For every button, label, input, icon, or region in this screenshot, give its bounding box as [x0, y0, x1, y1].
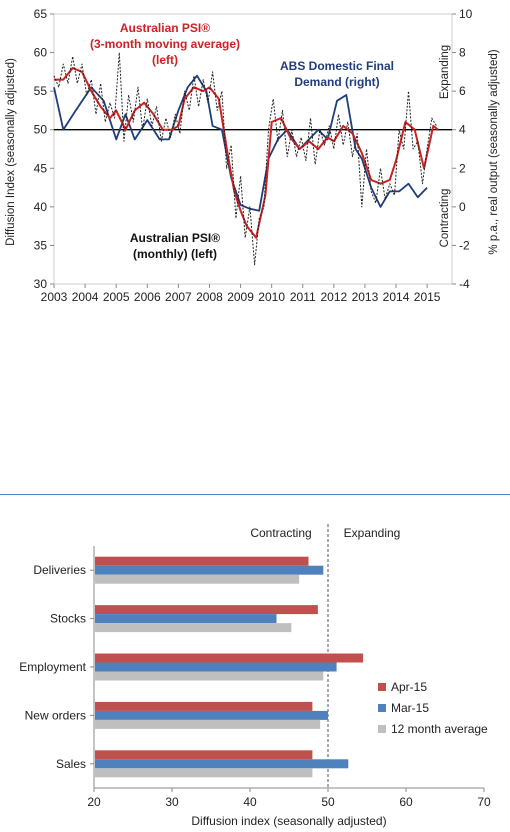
psi-monthly-annotation-line-1: Australian PSI® [130, 231, 220, 245]
x-tick-label: 2015 [414, 290, 441, 304]
x-tick-label: 2006 [134, 290, 161, 304]
x-tick-label: 2011 [290, 290, 316, 304]
legend-swatch [378, 704, 386, 712]
x-tick-label: 2004 [72, 290, 99, 304]
right-tick-label: 10 [459, 7, 473, 21]
right-tick-label: 4 [459, 123, 466, 137]
category-label: New orders [25, 708, 86, 722]
psi-monthly-annotation: Australian PSI® (monthly) (left) [130, 231, 220, 261]
bar-deliveries-mar-15 [95, 565, 324, 575]
category-label: Employment [19, 660, 86, 674]
right-tick-label: -4 [459, 277, 470, 291]
x-tick-label: 2014 [383, 290, 410, 304]
category-label: Deliveries [33, 563, 86, 577]
psi-ma-annotation-line-2: (3-month moving average) [90, 37, 240, 51]
abs-series-line [53, 74, 428, 212]
expanding-zone-label: Expanding [344, 526, 401, 540]
bar-employment-apr-15 [95, 653, 364, 663]
right-tick-label: 8 [459, 46, 466, 60]
left-axis-label: Diffusion Index (seasonally adjusted) [5, 58, 17, 246]
bar-employment-12-month-average [95, 671, 324, 681]
x-tick-label: 70 [477, 795, 491, 809]
bar-deliveries-12-month-average [95, 574, 300, 584]
left-tick-label: 60 [34, 46, 48, 60]
legend: Apr-15 Mar-15 12 month average [378, 680, 488, 736]
bar-sales-apr-15 [95, 750, 313, 760]
expanding-label: Expanding [439, 45, 451, 99]
x-tick-label: 2013 [352, 290, 379, 304]
section-divider [0, 494, 510, 495]
x-tick-label: 2003 [41, 290, 68, 304]
x-tick-label: 2007 [165, 290, 192, 304]
left-tick-label: 50 [34, 123, 48, 137]
bar-sales-12-month-average [95, 768, 313, 778]
x-tick-label: 2010 [258, 290, 285, 304]
x-axis-label: Diffusion index (seasonally adjusted) [191, 814, 386, 828]
left-tick-label: 65 [34, 7, 48, 21]
x-tick-label: 20 [87, 795, 101, 809]
left-tick-label: 40 [34, 200, 48, 214]
right-tick-label: 6 [459, 84, 466, 98]
contracting-label: Contracting [439, 189, 451, 248]
legend-label: 12 month average [391, 722, 488, 736]
x-tick-label: 60 [399, 795, 413, 809]
left-tick-label: 35 [34, 238, 48, 252]
x-tick-label: 30 [165, 795, 179, 809]
x-tick-label: 40 [243, 795, 257, 809]
legend-label: Apr-15 [391, 680, 427, 694]
category-label: Sales [56, 757, 86, 771]
abs-annotation-line-1: ABS Domestic Final [280, 59, 394, 73]
abs-annotation: ABS Domestic Final Demand (right) [280, 59, 394, 89]
bar-stocks-12-month-average [95, 623, 292, 633]
left-tick-label: 45 [34, 161, 48, 175]
right-tick-label: 0 [459, 200, 466, 214]
psi-monthly-series-line [53, 52, 437, 266]
psi-ma-annotation-line-1: Australian PSI® [120, 21, 210, 35]
psi-ma-series-line [54, 67, 439, 239]
legend-swatch [378, 725, 386, 733]
left-tick-label: 55 [34, 84, 48, 98]
psi-monthly-annotation-line-2: (monthly) (left) [133, 247, 217, 261]
left-tick-label: 30 [34, 277, 48, 291]
legend-label: Mar-15 [391, 701, 429, 715]
contracting-zone-label: Contracting [250, 526, 311, 540]
right-axis-label: % p.a., real output (seasonally adjusted… [488, 49, 500, 254]
x-tick-label: 50 [321, 795, 335, 809]
right-tick-label: 2 [459, 161, 466, 175]
category-label: Stocks [50, 612, 86, 626]
bar-stocks-mar-15 [95, 614, 277, 624]
bar-sales-mar-15 [95, 759, 349, 769]
x-tick-label: 2008 [196, 290, 223, 304]
psi-line-chart: 30 35 40 45 50 55 60 65 -4 -2 0 2 4 6 8 10 2003 2004 200… [5, 7, 500, 304]
bar-new-orders-apr-15 [95, 701, 313, 711]
psi-components-bar-chart: Deliveries Stocks Employment New orders Sale… [19, 524, 491, 828]
bar-stocks-apr-15 [95, 605, 318, 615]
x-tick-label: 2009 [227, 290, 254, 304]
bar-new-orders-mar-15 [95, 710, 328, 720]
x-tick-label: 2005 [103, 290, 130, 304]
psi-ma-annotation-line-3: (left) [152, 53, 178, 67]
plot-area-frame [53, 13, 453, 285]
bar-new-orders-12-month-average [95, 719, 321, 729]
abs-annotation-line-2: Demand (right) [294, 75, 379, 89]
bar-employment-mar-15 [95, 662, 337, 672]
right-tick-label: -2 [459, 238, 470, 252]
legend-swatch [378, 683, 386, 691]
bar-deliveries-apr-15 [95, 556, 309, 566]
x-tick-label: 2012 [320, 290, 347, 304]
psi-ma-annotation: Australian PSI® (3-month moving average)… [90, 21, 240, 67]
